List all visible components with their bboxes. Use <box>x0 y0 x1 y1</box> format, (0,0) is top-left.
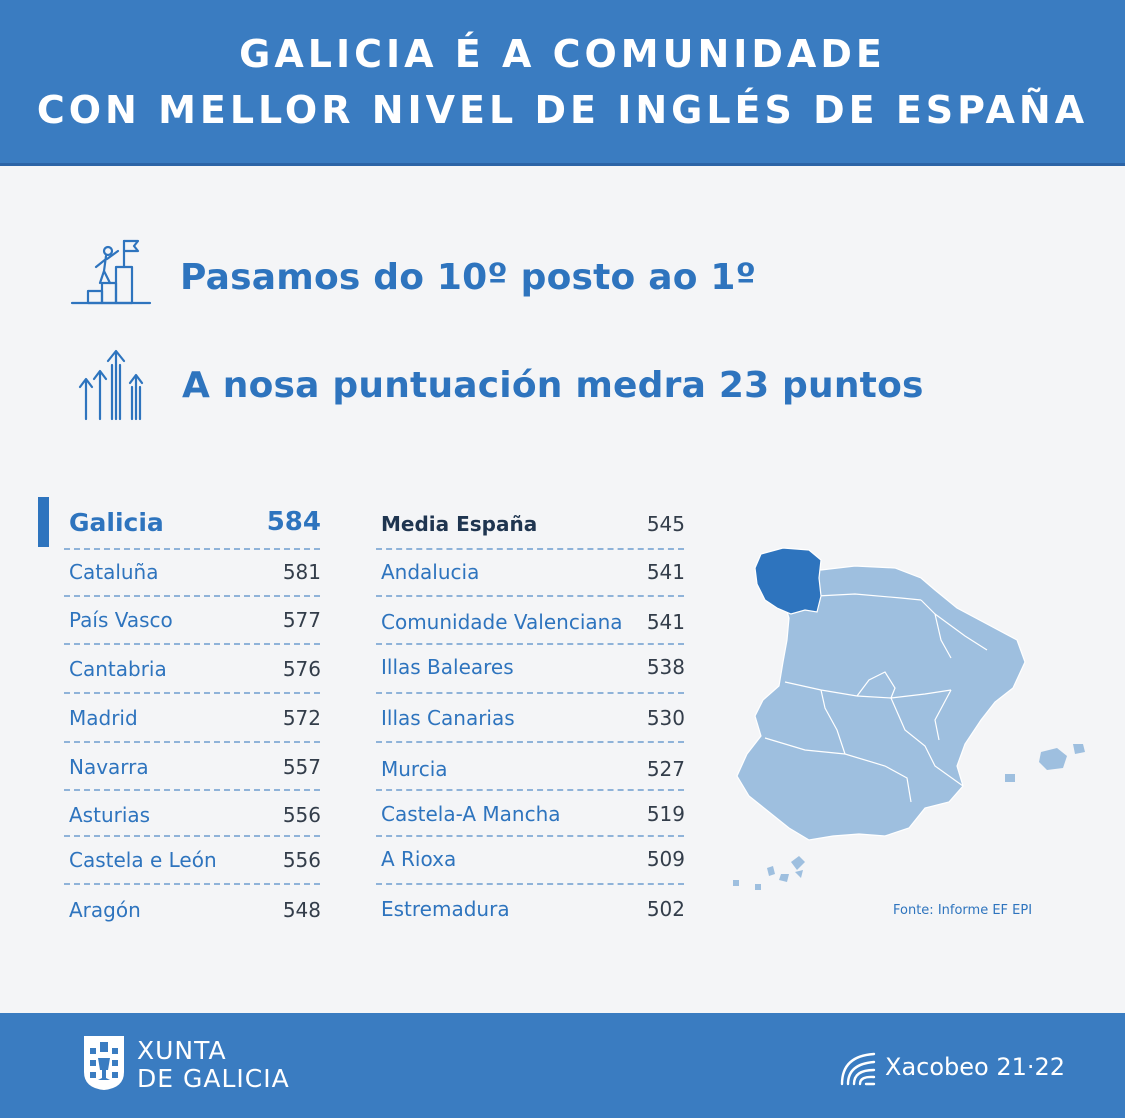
region-name: Madrid <box>69 706 138 730</box>
ranking-row: Media España 545 <box>381 500 685 548</box>
region-name: Cantabria <box>69 657 167 681</box>
region-name: Media España <box>381 512 538 536</box>
xunta-shield-logo <box>84 1036 124 1090</box>
ranking-row: Comunidade Valenciana 541 <box>381 598 685 646</box>
xunta-line-1: XUNTA <box>137 1036 227 1065</box>
row-divider <box>376 692 684 694</box>
climbing-podium-flag-icon <box>70 239 152 305</box>
region-score: 519 <box>646 802 685 826</box>
xacobeo-wordmark: Xacobeo 21·22 <box>885 1053 1066 1081</box>
region-name: Galicia <box>69 507 164 537</box>
region-name: Andalucia <box>381 560 480 584</box>
row-divider <box>376 741 684 743</box>
region-score: 556 <box>282 803 321 827</box>
region-name: Murcia <box>381 757 448 781</box>
region-name: Aragón <box>69 898 141 922</box>
scallop-shell-icon <box>840 1052 876 1086</box>
ranking-row: Illas Canarias 530 <box>381 694 685 742</box>
map-baleares <box>1039 748 1067 770</box>
region-score: 584 <box>266 507 321 537</box>
row-divider <box>376 595 684 597</box>
footer-bar <box>0 1013 1125 1118</box>
row-divider <box>376 643 684 645</box>
region-score: 509 <box>646 847 685 871</box>
row-divider <box>376 789 684 791</box>
region-name: País Vasco <box>69 608 173 632</box>
region-name: Castela e León <box>69 848 217 872</box>
ranking-row: Galicia 584 <box>69 498 321 546</box>
region-score: 556 <box>282 848 321 872</box>
region-score: 538 <box>646 655 685 679</box>
ranking-row: Cataluña 581 <box>69 548 321 596</box>
ranking-row: Illas Baleares 538 <box>381 643 685 691</box>
ranking-row: Murcia 527 <box>381 745 685 793</box>
ranking-row: Aragón 548 <box>69 886 321 934</box>
row-divider <box>64 789 320 791</box>
region-score: 548 <box>282 898 321 922</box>
ranking-row: Navarra 557 <box>69 743 321 791</box>
region-score: 572 <box>282 706 321 730</box>
row-divider <box>376 883 684 885</box>
xunta-line-2: DE GALICIA <box>137 1064 290 1093</box>
region-name: Navarra <box>69 755 149 779</box>
ranking-row: Cantabria 576 <box>69 645 321 693</box>
header-banner: GALICIA É A COMUNIDADE CON MELLOR NIVEL … <box>0 0 1125 166</box>
region-name: Cataluña <box>69 560 159 584</box>
ranking-row: Castela-A Mancha 519 <box>381 790 685 838</box>
ranking-row: A Rioxa 509 <box>381 835 685 883</box>
row-divider <box>64 643 320 645</box>
ranking-row: Estremadura 502 <box>381 885 685 933</box>
galicia-highlight-marker <box>38 497 49 547</box>
row-divider <box>64 595 320 597</box>
row-divider <box>376 548 684 550</box>
region-score: 541 <box>646 560 685 584</box>
rising-arrows-icon <box>78 349 144 421</box>
region-name: Asturias <box>69 803 151 827</box>
ranking-row: País Vasco 577 <box>69 596 321 644</box>
region-score: 527 <box>646 757 685 781</box>
row-divider <box>64 741 320 743</box>
region-name: Comunidade Valenciana <box>381 610 623 634</box>
headline-line-1: GALICIA É A COMUNIDADE <box>239 31 886 76</box>
region-score: 502 <box>646 897 685 921</box>
row-divider <box>64 835 320 837</box>
ranking-row: Andalucia 541 <box>381 548 685 596</box>
region-score: 545 <box>646 512 685 536</box>
region-score: 557 <box>282 755 321 779</box>
source-note: Fonte: Informe EF EPI <box>893 903 1033 918</box>
xunta-wordmark: XUNTA DE GALICIA <box>137 1037 290 1093</box>
region-name: Castela-A Mancha <box>381 802 561 826</box>
region-score: 541 <box>646 610 685 634</box>
region-score: 581 <box>282 560 321 584</box>
ranking-row: Asturias 556 <box>69 791 321 839</box>
row-divider <box>376 835 684 837</box>
region-name: Estremadura <box>381 897 510 921</box>
region-score: 576 <box>282 657 321 681</box>
map-canarias <box>733 856 805 890</box>
ranking-row: Castela e León 556 <box>69 836 321 884</box>
stat-ranking-text: Pasamos do 10º posto ao 1º <box>180 256 757 298</box>
row-divider <box>64 883 320 885</box>
ranking-row: Madrid 572 <box>69 694 321 742</box>
region-name: Illas Baleares <box>381 655 514 679</box>
stat-score-growth-text: A nosa puntuación medra 23 puntos <box>182 364 924 406</box>
row-divider <box>64 692 320 694</box>
headline-line-2: CON MELLOR NIVEL DE INGLÉS DE ESPAÑA <box>36 87 1089 132</box>
map-peninsula <box>736 561 1026 841</box>
region-score: 577 <box>282 608 321 632</box>
stat-ranking: Pasamos do 10º posto ao 1º <box>70 237 756 317</box>
spain-regions-map <box>733 547 1085 890</box>
row-divider <box>64 548 320 550</box>
region-score: 530 <box>646 706 685 730</box>
map-galicia <box>754 547 822 615</box>
region-name: Illas Canarias <box>381 706 515 730</box>
stat-score-growth: A nosa puntuación medra 23 puntos <box>70 345 924 425</box>
region-name: A Rioxa <box>381 847 457 871</box>
